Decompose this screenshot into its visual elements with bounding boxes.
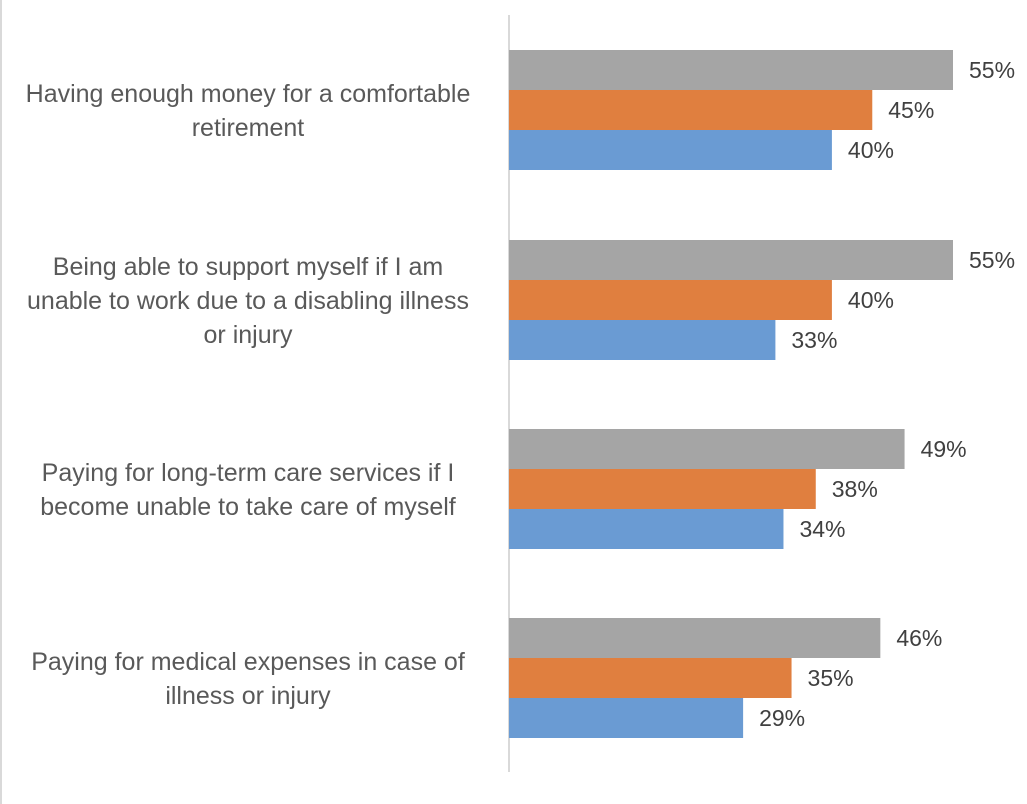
bar-gray (509, 50, 953, 90)
bar-gray (509, 429, 905, 469)
data-label-orange: 38% (832, 476, 878, 502)
bar-orange (509, 658, 792, 698)
data-label-orange: 40% (848, 287, 894, 313)
category-label: Paying for medical expenses in case of il… (31, 648, 465, 710)
data-label-blue: 34% (799, 516, 845, 542)
data-label-blue: 33% (791, 327, 837, 353)
data-label-gray: 55% (969, 57, 1015, 83)
data-label-blue: 40% (848, 137, 894, 163)
category-label: Having enough money for a comfortable ret… (26, 80, 471, 142)
bar-gray (509, 618, 881, 658)
data-label-blue: 29% (759, 705, 805, 731)
category-label: Being able to support myself if I am unab… (27, 253, 469, 349)
bar-blue (509, 698, 744, 738)
data-label-gray: 55% (969, 247, 1015, 273)
data-label-orange: 35% (808, 665, 854, 691)
bar-blue (509, 320, 776, 360)
bar-blue (509, 130, 832, 170)
bar-gray (509, 240, 953, 280)
data-label-gray: 49% (921, 436, 967, 462)
bar-blue (509, 509, 784, 549)
bar-orange (509, 90, 873, 130)
bar-orange (509, 280, 832, 320)
data-label-orange: 45% (888, 97, 934, 123)
data-label-gray: 46% (896, 625, 942, 651)
bar-orange (509, 469, 816, 509)
